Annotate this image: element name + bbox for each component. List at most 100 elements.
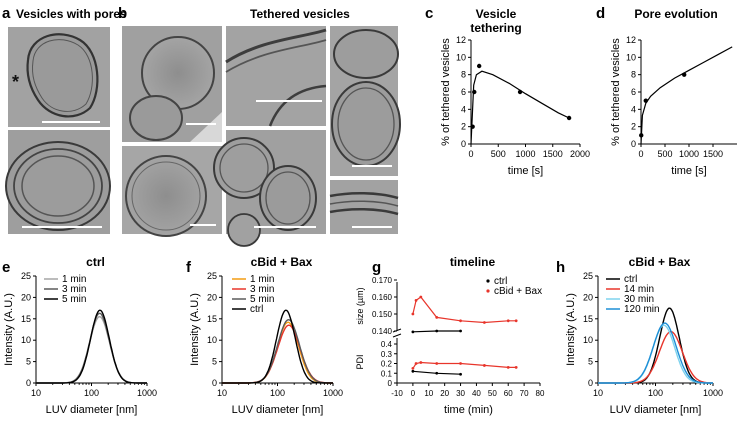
legend-label: 5 min: [250, 294, 274, 305]
y-tick-label: 0.140: [372, 327, 393, 336]
chart-title: timeline: [450, 255, 496, 269]
y-tick-label: 0.170: [372, 276, 393, 285]
size-point: [459, 319, 462, 323]
y-tick-label: 0.3: [381, 350, 393, 359]
legend-label: ctrl: [494, 276, 507, 287]
scale-bar: [352, 165, 392, 167]
axis-break: [392, 333, 402, 338]
panel-title-b: Tethered vesicles: [250, 7, 350, 21]
micrograph-b3: [225, 26, 327, 127]
asterisk-marker: *: [12, 72, 19, 92]
y-tick-label: 6: [631, 87, 636, 97]
series-line: [36, 309, 147, 384]
data-point: [476, 63, 482, 69]
micrograph-a-bottom: [5, 130, 111, 234]
y-axis-label: Intensity (A.U.): [3, 293, 15, 366]
x-tick-label: 80: [536, 389, 545, 398]
x-tick-label: 100: [648, 388, 663, 398]
panel-label-c: c: [425, 5, 433, 22]
size-line: [412, 296, 517, 324]
data-point: [470, 124, 475, 129]
size-point: [414, 299, 418, 302]
panel-title-c-line1: Vesicle: [476, 7, 517, 21]
panel-label-a: a: [2, 5, 11, 22]
chart-pore-evolution: 0 2 4 6 8 10 12 0 500 1000 1500 time [s] % of tether…: [610, 35, 737, 177]
y-tick-label: 12: [456, 35, 466, 45]
x-axis-label: LUV diameter [nm]: [232, 404, 324, 416]
scale-bar: [190, 224, 216, 226]
x-tick-label: 100: [270, 388, 285, 398]
y-tick-label: 0.160: [372, 293, 393, 302]
x-tick-label: 20: [440, 389, 449, 398]
chart-title: ctrl: [86, 255, 105, 269]
pdi-point: [419, 361, 423, 364]
y-tick-label: 20: [21, 292, 31, 302]
micrograph-b4: [213, 130, 326, 247]
data-point: [682, 72, 687, 77]
micrograph-b5: [330, 26, 401, 176]
x-tick-label: 10: [217, 388, 227, 398]
panel-title-c-line2: tethering: [470, 21, 521, 35]
x-tick-label: 1000: [137, 388, 157, 398]
x-tick-label: 10: [593, 388, 603, 398]
x-tick-label: 0: [638, 149, 643, 159]
x-tick-label: 0: [468, 149, 473, 159]
x-tick-label: -10: [391, 389, 403, 398]
y-tick-label: 8: [461, 70, 466, 80]
legend-label: 5 min: [62, 294, 86, 305]
y-tick-label: 2: [631, 122, 636, 132]
panel-label-d: d: [596, 5, 605, 22]
y-tick-label: 15: [207, 314, 217, 324]
panel-title-a: Vesicles with pores: [16, 7, 127, 21]
x-axis-label: LUV diameter [nm]: [610, 404, 702, 416]
y-tick-label: 20: [207, 292, 217, 302]
legend-marker: [486, 289, 490, 293]
y-tick-label: 5: [212, 357, 217, 367]
legend-label: 3 min: [62, 284, 86, 295]
x-tick-label: 10: [424, 389, 433, 398]
y-tick-label: 0: [26, 378, 31, 388]
size-point: [482, 321, 486, 324]
y-tick-label: 15: [21, 314, 31, 324]
size-point: [514, 319, 518, 323]
size-point: [435, 329, 439, 333]
x-tick-label: 1000: [323, 388, 343, 398]
y-axis-label: % of tethered vesicles: [440, 38, 452, 146]
x-tick-label: 0: [411, 389, 416, 398]
pdi-point: [482, 364, 486, 367]
legend-label: 3 min: [250, 284, 274, 295]
y-tick-label: 5: [588, 357, 593, 367]
y-axis-label-top: size (µm): [355, 287, 365, 324]
size-point: [435, 316, 439, 319]
series-line: [222, 309, 333, 384]
pdi-point: [459, 372, 462, 376]
y-axis-label: % of tethered vesicles: [610, 38, 622, 146]
pdi-point: [514, 366, 518, 369]
y-tick-label: 10: [456, 52, 466, 62]
panel-title-d: Pore evolution: [634, 7, 717, 21]
y-tick-label: 12: [626, 35, 636, 45]
size-point: [419, 295, 423, 299]
x-axis-label: time (min): [444, 404, 493, 416]
y-tick-label: 10: [21, 335, 31, 345]
x-axis-label: LUV diameter [nm]: [46, 404, 138, 416]
x-tick-label: 500: [657, 149, 672, 159]
legend-label: 120 min: [624, 304, 660, 315]
x-tick-label: 500: [491, 149, 506, 159]
x-tick-label: 40: [472, 389, 481, 398]
y-tick-label: 4: [461, 104, 466, 114]
legend-marker: [486, 279, 490, 283]
x-tick-label: 30: [456, 389, 465, 398]
y-tick-label: 0.1: [381, 369, 393, 378]
panel-label-e: e: [2, 259, 10, 276]
data-point: [472, 89, 477, 95]
y-tick-label: 0.150: [372, 310, 393, 319]
series-line: [598, 307, 713, 384]
panel-label-g: g: [372, 259, 381, 276]
y-tick-label: 0: [588, 378, 593, 388]
x-tick-label: 70: [520, 389, 529, 398]
y-tick-label: 0: [212, 378, 217, 388]
